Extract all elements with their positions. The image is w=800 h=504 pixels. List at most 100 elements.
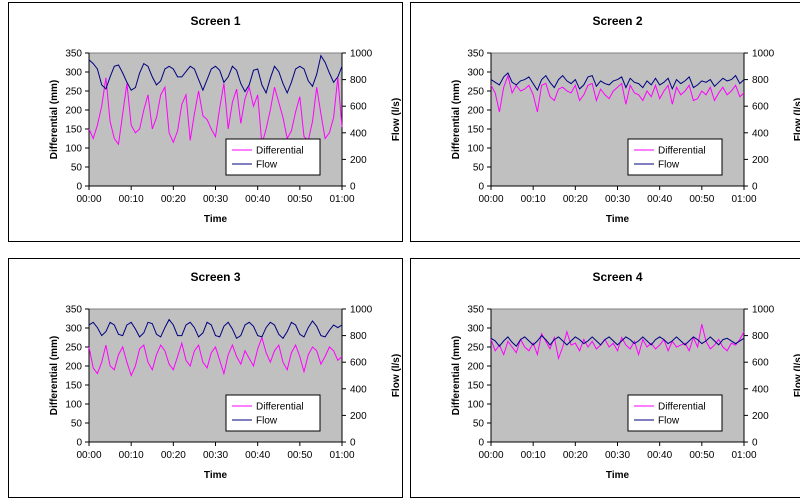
right-tick-label: 1000	[350, 305, 373, 316]
legend-label-differential: Differential	[658, 402, 706, 413]
legend-box	[225, 138, 321, 176]
left-tick-label: 250	[65, 343, 82, 354]
x-tick-label: 00:50	[287, 450, 312, 461]
left-tick-label: 50	[473, 419, 485, 430]
chart-panel-screen-3: Screen 3 0 50 100 150 200 250 300 350 0 200 400 600 8…	[8, 258, 403, 498]
x-tick-label: 00:40	[647, 194, 672, 205]
x-tick-label: 01:00	[731, 450, 756, 461]
right-tick-label: 600	[350, 102, 367, 113]
left-tick-label: 100	[65, 144, 82, 155]
right-tick-label: 0	[350, 182, 356, 193]
series-line-differential	[490, 74, 745, 113]
series-line-differential	[490, 324, 745, 361]
legend-label-flow: Flow	[256, 416, 278, 427]
x-tick-label: 00:40	[647, 450, 672, 461]
right-tick-label: 1000	[752, 305, 775, 316]
x-tick-label: 00:20	[161, 194, 186, 205]
x-tick-label: 00:50	[287, 194, 312, 205]
right-tick-label: 200	[752, 411, 769, 422]
chart-panel-screen-2: Screen 2 0 50 100 150 200 250 300 350 0 200 400 600 8…	[410, 2, 800, 242]
x-tick-label: 01:00	[329, 450, 354, 461]
right-tick-label: 800	[350, 75, 367, 86]
right-axis-title: Flow (l/s)	[391, 354, 402, 397]
chart-title: Screen 4	[592, 270, 642, 284]
chart-svg: Screen 2 0 50 100 150 200 250 300 350 0 200 400 600 8…	[451, 14, 800, 225]
x-axis-title: Time	[606, 470, 630, 481]
left-tick-label: 50	[71, 163, 83, 174]
chart-svg: Screen 4 0 50 100 150 200 250 300 350 0 200 400 600 8…	[451, 270, 800, 481]
x-axis-title: Time	[204, 470, 228, 481]
chart-title: Screen 3	[190, 270, 240, 284]
left-axis-title: Differential (mm)	[451, 80, 462, 159]
legend-label-flow: Flow	[256, 160, 278, 171]
right-tick-label: 600	[752, 102, 769, 113]
x-tick-label: 00:30	[605, 194, 630, 205]
right-tick-label: 1000	[752, 49, 775, 60]
x-tick-label: 00:10	[119, 194, 144, 205]
x-tick-label: 00:30	[203, 450, 228, 461]
chart-title: Screen 2	[592, 14, 642, 28]
legend-label-flow: Flow	[658, 160, 680, 171]
legend-label-differential: Differential	[256, 146, 304, 157]
x-tick-label: 00:50	[689, 450, 714, 461]
x-tick-label: 00:00	[478, 194, 503, 205]
right-tick-label: 0	[350, 438, 356, 449]
right-tick-label: 0	[752, 438, 758, 449]
legend-label-differential: Differential	[658, 146, 706, 157]
x-tick-label: 00:30	[203, 194, 228, 205]
right-tick-label: 400	[752, 384, 769, 395]
x-tick-label: 00:30	[605, 450, 630, 461]
left-tick-label: 200	[65, 362, 82, 373]
right-tick-label: 0	[752, 182, 758, 193]
x-tick-label: 00:00	[76, 450, 101, 461]
left-tick-label: 350	[467, 305, 484, 316]
chart-panel-screen-1: Screen 1 0 50 100 150 200 250 300 350 0 200 400 600 8…	[8, 2, 403, 242]
right-tick-label: 800	[752, 75, 769, 86]
x-tick-label: 00:10	[521, 194, 546, 205]
left-tick-label: 300	[467, 324, 484, 335]
series-line-flow	[88, 54, 343, 95]
left-tick-label: 0	[478, 438, 484, 449]
right-tick-label: 400	[752, 128, 769, 139]
x-tick-label: 00:40	[245, 194, 270, 205]
series-line-flow	[490, 72, 745, 92]
legend-box	[627, 394, 723, 432]
left-tick-label: 250	[65, 87, 82, 98]
left-tick-label: 200	[467, 362, 484, 373]
left-tick-label: 100	[65, 400, 82, 411]
left-axis-title: Differential (mm)	[49, 80, 60, 159]
left-axis-title: Differential (mm)	[49, 336, 60, 415]
legend-label-flow: Flow	[658, 416, 680, 427]
x-tick-label: 00:10	[521, 450, 546, 461]
left-tick-label: 300	[65, 324, 82, 335]
x-tick-label: 00:00	[76, 194, 101, 205]
left-tick-label: 100	[467, 144, 484, 155]
legend-box	[627, 138, 723, 176]
x-axis-title: Time	[204, 214, 228, 225]
left-tick-label: 50	[71, 419, 83, 430]
left-tick-label: 300	[65, 68, 82, 79]
series-line-flow	[490, 334, 745, 347]
left-tick-label: 150	[65, 125, 82, 136]
x-tick-label: 01:00	[731, 194, 756, 205]
legend-label-differential: Differential	[256, 402, 304, 413]
left-tick-label: 0	[76, 438, 82, 449]
left-tick-label: 250	[467, 343, 484, 354]
left-tick-label: 200	[65, 106, 82, 117]
left-tick-label: 350	[467, 49, 484, 60]
x-axis-title: Time	[606, 214, 630, 225]
series-line-flow	[88, 318, 343, 340]
right-tick-label: 200	[350, 411, 367, 422]
left-tick-label: 0	[76, 182, 82, 193]
x-tick-label: 00:20	[563, 194, 588, 205]
left-tick-label: 150	[467, 381, 484, 392]
chart-title: Screen 1	[190, 14, 240, 28]
right-tick-label: 1000	[350, 49, 373, 60]
x-tick-label: 00:20	[563, 450, 588, 461]
x-tick-label: 00:50	[689, 194, 714, 205]
series-line-differential	[88, 77, 343, 146]
right-tick-label: 800	[350, 331, 367, 342]
series-line-differential	[88, 335, 343, 377]
chart-svg: Screen 1 0 50 100 150 200 250 300 350 0 200 400 600 8…	[49, 14, 402, 225]
x-tick-label: 00:10	[119, 450, 144, 461]
